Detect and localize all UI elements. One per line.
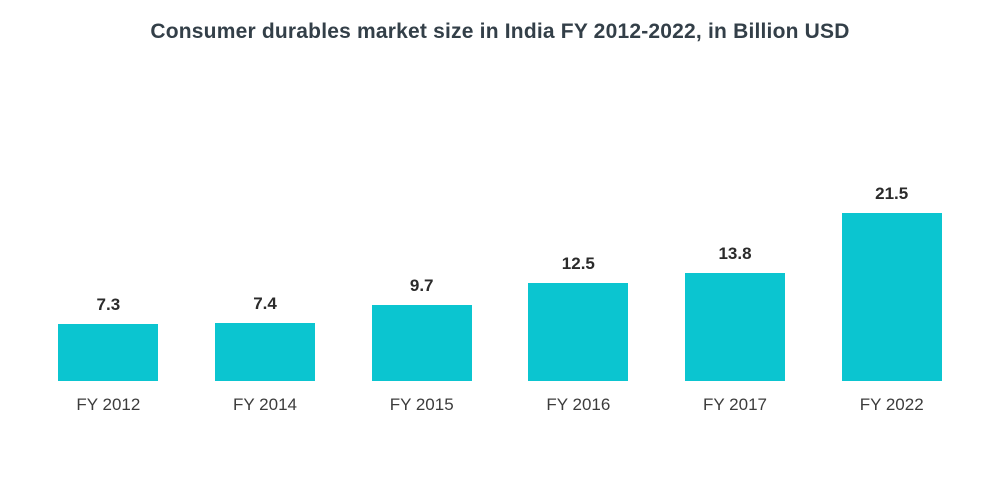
- bar-group: 21.5 FY 2022: [813, 184, 970, 415]
- bar-value-label: 7.3: [96, 295, 121, 314]
- bar-value-label: 7.4: [253, 294, 277, 313]
- bar-category-label: FY 2014: [233, 395, 297, 414]
- bar-group: 7.4 FY 2014: [187, 294, 344, 415]
- bar-value-label: 12.5: [561, 254, 595, 273]
- bar-category-label: FY 2012: [76, 395, 141, 414]
- chart-title: Consumer durables market size in India F…: [150, 20, 850, 43]
- bar-group: 9.7 FY 2015: [343, 276, 500, 415]
- bar: [58, 324, 159, 381]
- bar-chart: 7.3 FY 2012 7.4 FY 2014 9.7 FY 2015 12.5 FY 201…: [30, 75, 970, 415]
- bar: [215, 323, 315, 381]
- bar: [841, 213, 942, 381]
- bar-category-label: FY 2016: [546, 395, 611, 414]
- bar-category-label: FY 2017: [703, 395, 767, 414]
- bar: [528, 283, 629, 381]
- bar: [685, 273, 786, 381]
- bar-value-label: 9.7: [409, 276, 434, 295]
- bar-group: 13.8 FY 2017: [657, 244, 814, 415]
- bar-category-label: FY 2015: [389, 395, 454, 414]
- bar-category-label: FY 2022: [859, 395, 924, 414]
- bar: [371, 305, 472, 381]
- bar-group: 12.5 FY 2016: [500, 254, 657, 415]
- bar-group: 7.3 FY 2012: [30, 295, 187, 415]
- bar-value-label: 21.5: [875, 184, 909, 203]
- bar-value-label: 13.8: [718, 244, 752, 263]
